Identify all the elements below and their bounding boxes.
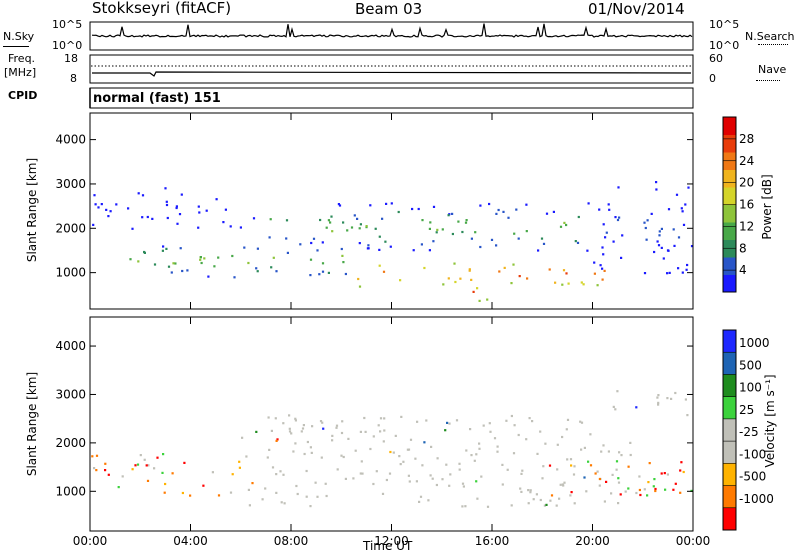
freq-series: [92, 71, 692, 77]
power-colorbar-tick-3: 16: [739, 198, 754, 212]
velocity-colorbar-segment-0: [723, 330, 736, 353]
power-feature-morning_upper: [92, 187, 256, 230]
velocity-colorbar-segment-1: [723, 352, 736, 375]
velocity-colorbar-segment-8: [723, 507, 736, 531]
velocity-panel-frame: [89, 316, 694, 532]
velocity-colorbar-tick-5: -100: [739, 447, 766, 461]
power-colorbar-tick-5: 24: [739, 154, 754, 168]
power-colorbar-segment-0: [723, 274, 736, 293]
freq-tick-bottom: 8: [70, 72, 77, 85]
power-feature-upper_band: [268, 202, 590, 252]
velocity-colorbar-tick-6: -500: [739, 470, 766, 484]
nsearch-tick-top: 10^5: [709, 18, 740, 31]
nave-label: Nave: [758, 63, 787, 76]
freq-tick-top: 18: [64, 52, 78, 65]
velocity-ytick-2: 3000: [55, 387, 86, 401]
station-title: Stokkseyri (fitACF): [92, 0, 232, 17]
nsky-tick-bottom: 10^0: [52, 39, 83, 52]
power-colorbar-label: Power [dB]: [760, 174, 774, 240]
velocity-colorbar-segment-3: [723, 396, 736, 420]
cpid-label: CPID: [8, 89, 38, 102]
nsky-tick-top: 10^5: [52, 18, 83, 31]
velocity-feature-early_mixed: [91, 453, 254, 497]
velocity-ytick-0: 1000: [55, 484, 86, 498]
beam-label: Beam 03: [355, 0, 423, 18]
nave-tick-top: 60: [709, 52, 723, 65]
status-panels: [89, 21, 694, 109]
velocity-feature-ground_scatter_main: [241, 414, 632, 508]
power-colorbar-tick-6: 28: [739, 132, 754, 146]
xtick-1: 04:00: [173, 534, 208, 548]
velocity-ytick-3: 4000: [55, 339, 86, 353]
xtick-0: 00:00: [73, 534, 108, 548]
nave-tick-bottom: 0: [709, 72, 716, 85]
date-label: 01/Nov/2014: [588, 0, 685, 18]
velocity-colorbar-segment-6: [723, 463, 736, 487]
xtick-5: 20:00: [575, 534, 610, 548]
velocity-colorbar-tick-1: 500: [739, 358, 762, 372]
power-colorbar-segment-6: [723, 169, 736, 188]
velocity-colorbar-segment-4: [723, 418, 736, 442]
nsearch-legend-dots: [758, 44, 788, 45]
power-colorbar-tick-1: 8: [739, 241, 747, 255]
freq-label: Freq.: [8, 52, 36, 65]
power-colorbar-segment-3: [723, 222, 736, 240]
power-colorbar-tick-2: 12: [739, 219, 754, 233]
power-colorbar-segment-1: [723, 257, 736, 275]
nsky-series: [91, 23, 693, 38]
cpid-value: normal (fast) 151: [93, 91, 221, 106]
nsearch-label: N.Search: [745, 30, 795, 43]
power-feature-early_band: [129, 243, 347, 279]
velocity-colorbar-frame: [722, 329, 737, 531]
power-colorbar-tick-4: 20: [739, 176, 754, 190]
x-axis-label: Time UT: [363, 539, 413, 553]
velocity-feature-evening_negative: [550, 460, 693, 497]
velocity-colorbar-segment-7: [723, 485, 736, 509]
freq-panel: [89, 54, 694, 84]
power-colorbar-tick-0: 4: [739, 263, 747, 277]
power-feature-patch_15h: [472, 287, 489, 302]
power-ytick-2: 3000: [55, 177, 86, 191]
velocity-colorbar-tick-7: -1000: [739, 492, 774, 506]
nsearch-tick-bottom: 10^0: [709, 39, 740, 52]
velocity-feature-evening_rise_gs: [612, 390, 689, 417]
freq-unit: [MHz]: [4, 66, 37, 79]
xtick-3: 12:00: [374, 534, 409, 548]
power-ytick-0: 1000: [55, 266, 86, 280]
velocity-colorbar-segment-5: [723, 441, 736, 464]
velocity-colorbar-label: Velocity [m s⁻¹]: [763, 374, 777, 468]
power-colorbar-segment-8: [723, 134, 736, 153]
power-feature-evening_rise: [593, 181, 693, 275]
xtick-6: 00:00: [676, 534, 711, 548]
xtick-2: 08:00: [274, 534, 309, 548]
xtick-4: 16:00: [475, 534, 510, 548]
velocity-colorbar-tick-3: 25: [739, 403, 754, 417]
velocity-colorbar-tick-4: -25: [739, 425, 759, 439]
velocity-colorbar-tick-2: 100: [739, 381, 762, 395]
velocity-ylabel: Slant Range [km]: [25, 371, 39, 477]
velocity-ytick-1: 2000: [55, 436, 86, 450]
power-ytick-1: 2000: [55, 221, 86, 235]
power-colorbar-segment-4: [723, 204, 736, 223]
velocity-colorbar-tick-0: 1000: [739, 336, 770, 350]
power-colorbar-segment-9: [723, 117, 736, 135]
power-colorbar-segment-5: [723, 187, 736, 205]
power-ytick-3: 4000: [55, 133, 86, 147]
power-ylabel: Slant Range [km]: [25, 157, 39, 263]
nsky-label: N.Sky: [3, 30, 35, 43]
velocity-colorbar-segment-2: [723, 374, 736, 398]
nave-legend-dots: [756, 80, 780, 81]
power-feature-main_echo_band: [357, 262, 606, 288]
nsky-panel: [89, 21, 694, 51]
